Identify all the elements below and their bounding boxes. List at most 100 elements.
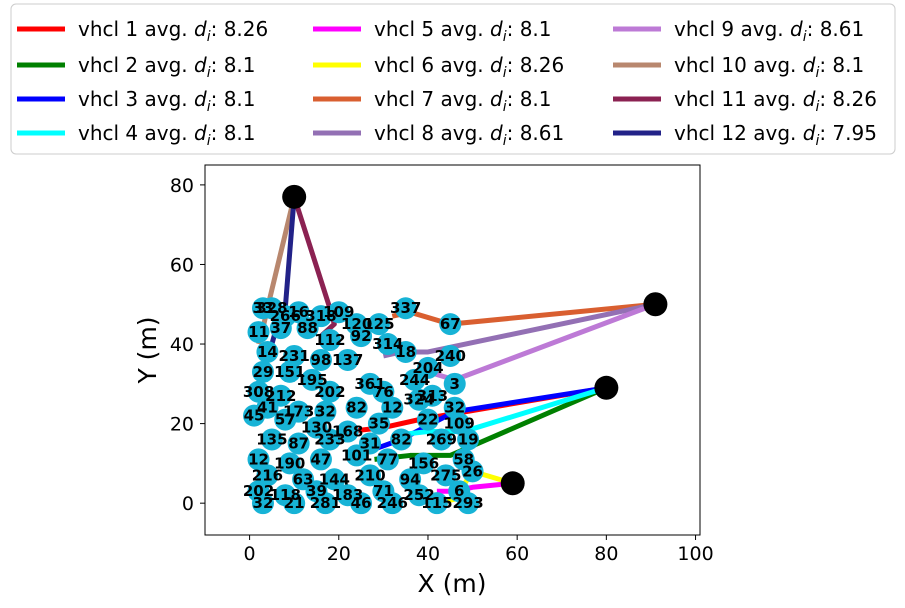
node-label: 144: [319, 470, 350, 488]
x-tick-label: 40: [416, 543, 440, 565]
customer-node: [367, 313, 390, 336]
customer-node: [408, 388, 431, 411]
legend-label-vhcl-3: vhcl 3 avg. di: 8.1: [78, 87, 256, 115]
node-label: 32: [315, 403, 336, 421]
node-label: 156: [408, 454, 439, 472]
customer-node: [416, 408, 439, 431]
x-tick-label: 20: [327, 543, 351, 565]
node-label: 37: [270, 319, 291, 337]
node-label: 29: [253, 363, 274, 381]
node-label: 137: [332, 351, 363, 369]
node-label: 202: [243, 482, 274, 500]
customer-node: [457, 492, 480, 515]
y-tick-label: 0: [182, 493, 194, 515]
node-label: 151: [274, 363, 305, 381]
depot-marker: [500, 471, 525, 496]
customer-node: [323, 468, 346, 491]
x-tick-label: 100: [677, 543, 713, 565]
customer-node: [350, 325, 373, 348]
node-label: 269: [426, 431, 457, 449]
customer-node: [296, 317, 319, 340]
customer-node: [381, 492, 404, 515]
legend-label-vhcl-12: vhcl 12 avg. di: 7.95: [674, 121, 877, 149]
customer-node: [381, 396, 404, 419]
x-tick-label: 80: [594, 543, 618, 565]
y-tick-label: 20: [170, 414, 194, 436]
node-label: 109: [323, 303, 354, 321]
node-label: 92: [351, 327, 372, 345]
node-label: 212: [265, 387, 296, 405]
legend-label-vhcl-9: vhcl 9 avg. di: 8.61: [674, 17, 864, 45]
node-label: 21: [284, 494, 305, 512]
customer-node: [251, 492, 274, 515]
node-label: 118: [270, 486, 301, 504]
plot-frame: [204, 164, 701, 536]
node-label: 22: [418, 411, 439, 429]
customer-node: [425, 492, 448, 515]
customer-node: [287, 432, 310, 455]
node-label: 3: [450, 375, 460, 393]
legend-label-vhcl-10: vhcl 10 avg. di: 8.1: [674, 53, 864, 81]
customer-node: [283, 492, 306, 515]
customer-node: [243, 404, 266, 427]
customer-node: [336, 420, 359, 443]
node-label: 32: [444, 399, 465, 417]
legend-label-vhcl-11: vhcl 11 avg. di: 8.26: [674, 87, 877, 115]
node-label: 88: [297, 319, 318, 337]
y-tick-label: 60: [170, 254, 194, 276]
node-label: 82: [391, 431, 412, 449]
node-label: 109: [444, 415, 475, 433]
node-label: 314: [372, 335, 403, 353]
customer-node: [278, 452, 301, 475]
node-label: 318: [305, 307, 336, 325]
node-label: 195: [296, 371, 327, 389]
node-label: 252: [403, 486, 434, 504]
node-label: 11: [248, 323, 269, 341]
legend-label-vhcl-8: vhcl 8 avg. di: 8.61: [374, 121, 564, 149]
y-tick-label: 80: [170, 175, 194, 197]
depot-marker: [643, 292, 668, 317]
customer-node: [443, 372, 466, 395]
node-label: 120: [341, 315, 372, 333]
customer-node: [376, 448, 399, 471]
node-label: 293: [452, 494, 483, 512]
node-label: 77: [377, 450, 398, 468]
node-label: 210: [354, 466, 385, 484]
legend-label-vhcl-1: vhcl 1 avg. di: 8.26: [78, 17, 268, 45]
node-label: 67: [440, 315, 461, 333]
node-label: 130: [301, 419, 332, 437]
node-label: 35: [368, 415, 389, 433]
node-label: 266: [270, 307, 301, 325]
node-label: 45: [244, 407, 265, 425]
node-label: 41: [257, 399, 278, 417]
y-tick-label: 40: [170, 334, 194, 356]
node-label: 71: [373, 482, 394, 500]
legend-label-vhcl-5: vhcl 5 avg. di: 8.1: [374, 17, 552, 45]
customer-node: [251, 360, 274, 383]
node-label: 112: [314, 331, 345, 349]
customer-node: [345, 396, 368, 419]
node-label: 101: [341, 446, 372, 464]
customer-node: [278, 360, 301, 383]
legend-label-vhcl-2: vhcl 2 avg. di: 8.1: [78, 53, 256, 81]
node-label: 6: [454, 482, 464, 500]
node-label: 246: [377, 494, 408, 512]
node-label: 98: [311, 351, 332, 369]
y-axis: 0 20 40 60 80: [170, 175, 205, 515]
node-label: 94: [400, 470, 421, 488]
customer-node: [394, 340, 417, 363]
node-label: 32: [253, 494, 274, 512]
node-label: 216: [252, 466, 283, 484]
node-label: 12: [248, 450, 269, 468]
node-label: 168: [332, 423, 363, 441]
customer-node: [256, 340, 279, 363]
customer-node: [430, 428, 453, 451]
customer-node: [309, 348, 332, 371]
customer-node: [359, 464, 381, 487]
customer-node: [336, 348, 359, 371]
x-axis-label: X (m): [418, 569, 487, 598]
node-label: 39: [306, 482, 327, 500]
legend-label-vhcl-6: vhcl 6 avg. di: 8.26: [374, 53, 564, 81]
customer-node: [439, 313, 462, 336]
customer-node: [434, 464, 457, 487]
